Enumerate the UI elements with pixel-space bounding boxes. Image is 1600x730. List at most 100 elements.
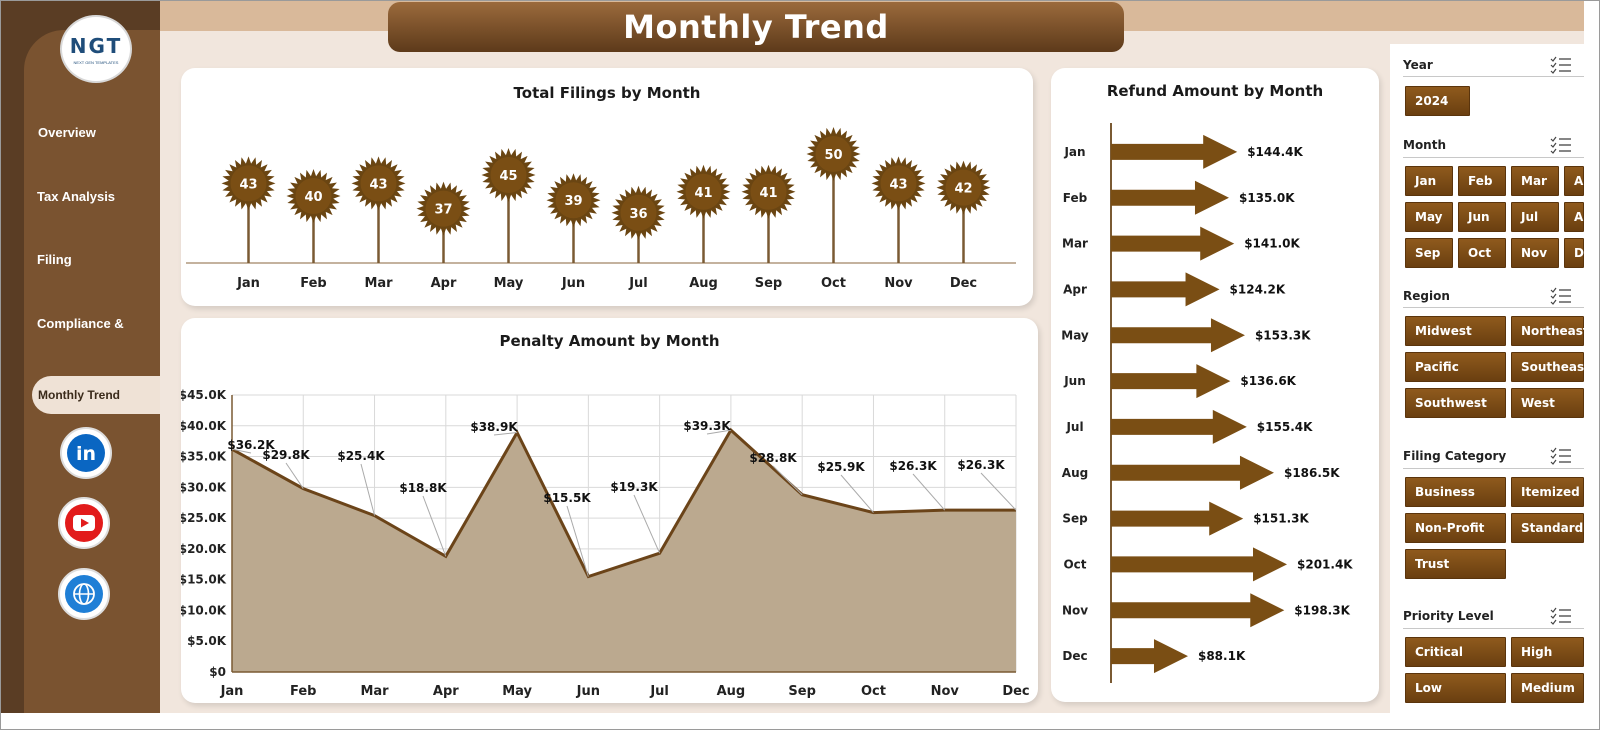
month-option[interactable]: Oct	[1458, 238, 1506, 268]
linkedin-button[interactable]: in	[60, 427, 112, 479]
nav-overview[interactable]: Overview	[38, 125, 96, 140]
filings-marker-core	[620, 194, 657, 231]
penalty-data-label: $28.8K	[749, 451, 797, 465]
filings-data-label: 41	[694, 186, 712, 201]
month-option[interactable]: De	[1564, 238, 1592, 268]
filings-data-label: 36	[629, 207, 647, 222]
refund-arrow	[1111, 180, 1229, 215]
youtube-button[interactable]	[58, 497, 110, 549]
priority-filter-icon[interactable]	[1550, 607, 1572, 625]
refund-arrow	[1111, 639, 1188, 674]
category-filter-icon[interactable]	[1550, 447, 1572, 465]
filings-data-label: 45	[499, 169, 517, 184]
region-option[interactable]: Southeast	[1511, 352, 1590, 382]
priority-option[interactable]: Low	[1405, 673, 1506, 703]
logo-mark: NGT	[69, 33, 123, 58]
category-option[interactable]: Non-Profit	[1405, 513, 1506, 543]
penalty-y-tick: $20.0K	[181, 542, 227, 556]
penalty-leader-line	[912, 473, 946, 511]
refund-data-label: $201.4K	[1297, 557, 1353, 571]
refund-y-tick: Oct	[1063, 557, 1086, 571]
penalty-y-tick: $0	[209, 665, 226, 679]
refund-y-tick: Jul	[1065, 420, 1083, 434]
region-option[interactable]: Northeast	[1511, 316, 1589, 346]
year-slicer-label: Year	[1403, 58, 1433, 72]
region-option[interactable]: Pacific	[1405, 352, 1506, 382]
category-option[interactable]: Itemized	[1511, 477, 1584, 507]
month-option[interactable]: May	[1405, 202, 1453, 232]
region-slicer-label: Region	[1403, 289, 1450, 303]
region-divider	[1403, 307, 1584, 308]
penalty-leader-line	[633, 494, 661, 554]
filings-data-label: 40	[304, 190, 322, 205]
penalty-x-tick: Mar	[360, 684, 389, 699]
penalty-y-tick: $40.0K	[181, 419, 227, 433]
filings-marker-core	[945, 169, 982, 206]
refund-data-label: $155.4K	[1257, 420, 1313, 434]
penalty-x-tick: Sep	[788, 684, 816, 699]
refund-data-label: $153.3K	[1255, 328, 1311, 342]
penalty-leader-line	[231, 448, 252, 454]
penalty-chart-title: Penalty Amount by Month	[499, 332, 720, 350]
year-filter-icon[interactable]	[1550, 56, 1572, 74]
refund-chart-title: Refund Amount by Month	[1106, 82, 1324, 100]
region-option[interactable]: Midwest	[1405, 316, 1506, 346]
filings-data-label: 43	[239, 177, 257, 192]
month-option[interactable]: Feb	[1458, 166, 1506, 196]
filings-data-label: 42	[954, 182, 972, 197]
filings-x-tick: Jun	[561, 276, 585, 291]
penalty-leader-line	[493, 432, 518, 436]
penalty-y-tick: $35.0K	[181, 450, 227, 464]
website-button[interactable]	[58, 568, 110, 620]
refund-y-tick: May	[1061, 328, 1089, 342]
month-filter-icon[interactable]	[1550, 136, 1572, 154]
month-option[interactable]: Jun	[1458, 202, 1506, 232]
penalty-leader-line	[840, 474, 874, 513]
region-option[interactable]: Southwest	[1405, 388, 1506, 418]
region-option[interactable]: West	[1511, 388, 1584, 418]
month-option[interactable]: Sep	[1405, 238, 1453, 268]
priority-option[interactable]: Medium	[1511, 673, 1584, 703]
filings-marker-core	[490, 157, 527, 193]
filings-marker-core	[360, 165, 397, 202]
penalty-leader-line	[422, 495, 447, 557]
region-filter-icon[interactable]	[1550, 287, 1572, 305]
month-option[interactable]: Jan	[1405, 166, 1453, 196]
category-option[interactable]: Trust	[1405, 549, 1506, 579]
penalty-data-label: $19.3K	[610, 480, 658, 494]
refund-data-label: $88.1K	[1198, 649, 1246, 663]
nav-monthly-trend[interactable]: Monthly Trend	[32, 376, 160, 414]
refund-arrow	[1111, 501, 1244, 536]
category-option[interactable]: Business	[1405, 477, 1506, 507]
category-option[interactable]: Standard	[1511, 513, 1584, 543]
priority-option[interactable]: Critical	[1405, 637, 1506, 667]
month-option[interactable]: Mar	[1511, 166, 1559, 196]
penalty-y-tick: $45.0K	[181, 388, 227, 402]
refund-arrow	[1111, 593, 1285, 628]
month-option[interactable]: Jul	[1511, 202, 1559, 232]
filings-data-label: 41	[759, 186, 777, 201]
priority-option[interactable]: High	[1511, 637, 1584, 667]
month-option[interactable]: Nov	[1511, 238, 1559, 268]
month-divider	[1403, 157, 1584, 158]
filings-x-tick: Jan	[236, 276, 260, 291]
penalty-data-label: $38.9K	[470, 420, 518, 434]
penalty-y-tick: $25.0K	[181, 511, 227, 525]
priority-slicer-label: Priority Level	[1403, 609, 1494, 623]
refund-y-tick: Nov	[1062, 603, 1088, 617]
nav-tax-analysis[interactable]: Tax Analysis	[37, 189, 116, 204]
nav-compliance[interactable]: Compliance &	[37, 316, 124, 331]
year-option[interactable]: 2024	[1405, 86, 1470, 116]
penalty-x-tick: Aug	[717, 684, 746, 699]
nav-filing[interactable]: Filing	[37, 252, 72, 267]
penalty-x-tick: Apr	[433, 684, 459, 699]
category-divider	[1403, 468, 1584, 469]
logo: NGT NEXT GEN TEMPLATES	[60, 15, 132, 83]
filings-x-tick: Jul	[628, 276, 648, 291]
logo-subtitle: NEXT GEN TEMPLATES	[73, 59, 119, 65]
refund-data-label: $135.0K	[1239, 191, 1295, 205]
filings-x-tick: Sep	[755, 276, 783, 291]
month-option[interactable]: Au	[1564, 202, 1592, 232]
month-option[interactable]: Ap	[1564, 166, 1592, 196]
penalty-leader-line	[360, 463, 376, 516]
